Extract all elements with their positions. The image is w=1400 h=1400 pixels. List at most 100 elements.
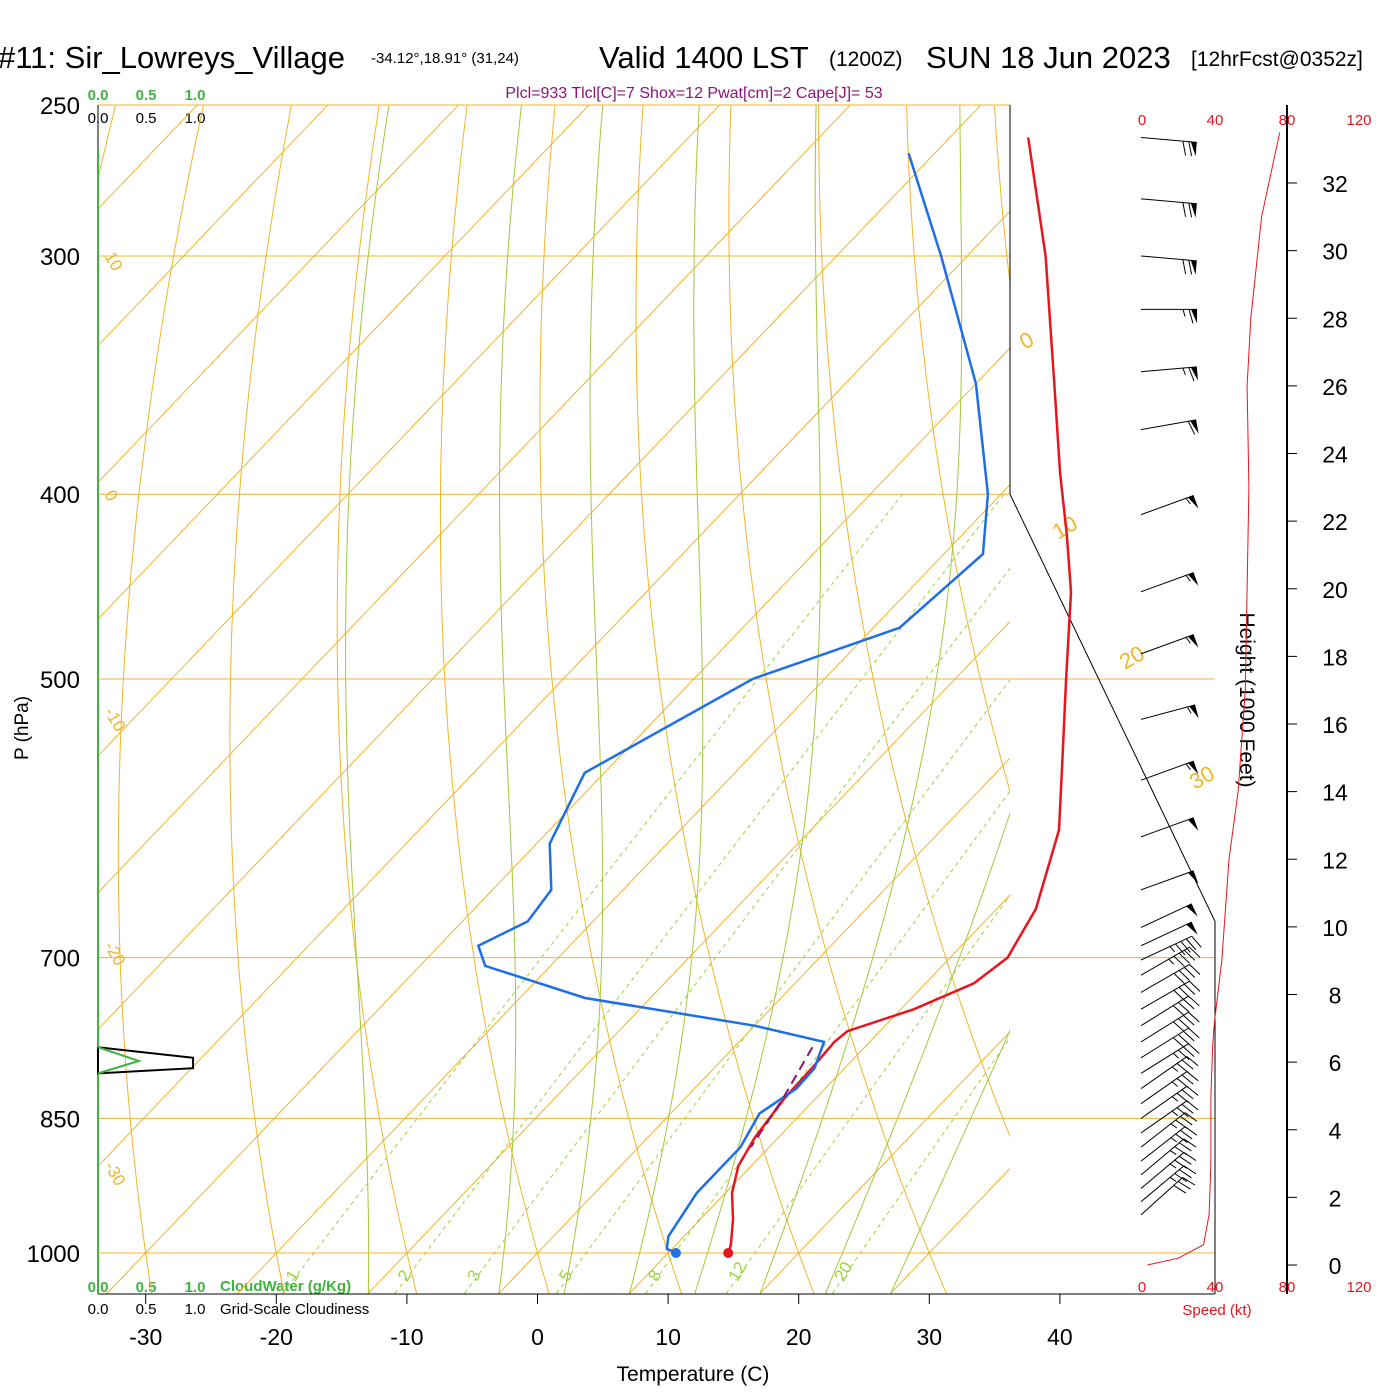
- dry-adiabat: [229, 105, 292, 1294]
- barb-staff: [1140, 1100, 1188, 1134]
- cloudiness-scale-top: 0.0 0.5 1.0: [88, 110, 206, 127]
- barb-feather: [1181, 1103, 1194, 1114]
- barb-feather: [1189, 964, 1201, 975]
- barb-staff: [1140, 198, 1197, 205]
- pressure-tick-label: 400: [40, 482, 80, 509]
- barb-staff: [1140, 1165, 1185, 1203]
- barb-staff: [1140, 1043, 1189, 1074]
- dry-adiabat: [117, 105, 205, 1294]
- wind-barb: [1140, 760, 1199, 781]
- barb-feather: [1181, 1074, 1194, 1085]
- barb-half-feather: [1171, 1096, 1179, 1102]
- barb-half-feather: [1170, 1123, 1178, 1129]
- dewpoint-profile: [476, 152, 990, 1255]
- x-tick-label: 20: [786, 1324, 812, 1350]
- isotherm-label: -30: [101, 1158, 130, 1189]
- x-tick-label: -30: [129, 1324, 162, 1350]
- barb-feather: [1182, 1176, 1196, 1186]
- isotherm-line: [98, 105, 982, 1031]
- barb-pennant: [1191, 309, 1197, 324]
- barb-feather: [1188, 309, 1194, 324]
- barb-feather: [1186, 1056, 1199, 1067]
- isotherm-line: [98, 105, 851, 894]
- barb-feather: [1188, 202, 1193, 218]
- barb-feather: [1188, 1043, 1200, 1054]
- barb-half-feather: [1169, 946, 1176, 953]
- barb-feather: [1183, 1152, 1197, 1162]
- mixing-ratio-label: 12: [725, 1259, 751, 1285]
- barb-pennant: [1187, 870, 1199, 884]
- barb-half-feather: [1169, 1176, 1177, 1182]
- mixing-ratio-line: [556, 678, 1010, 1294]
- barb-feather: [1188, 367, 1195, 382]
- wind-barb: [1140, 1043, 1200, 1074]
- barb-feather: [1175, 943, 1186, 956]
- isotherm-line: [237, 484, 1010, 1294]
- barb-staff: [1140, 1177, 1183, 1216]
- wind-barb: [1140, 980, 1201, 1010]
- dry-adiabat: [539, 105, 682, 1294]
- barb-pennant: [1186, 922, 1198, 935]
- barb-staff: [1140, 366, 1197, 373]
- wind-barb: [1140, 946, 1201, 976]
- mixing-ratio-line: [832, 1037, 1010, 1294]
- cloudiness-profile: [97, 1046, 195, 1075]
- barb-pennant: [1187, 572, 1199, 586]
- barb-feather: [1172, 1005, 1185, 1016]
- dry-adiabat: [1340, 71, 1400, 1293]
- barb-staff: [1140, 760, 1194, 781]
- isotherm-line: [498, 757, 1010, 1294]
- wind-barb: [1140, 921, 1198, 947]
- barb-staff: [1140, 572, 1194, 593]
- barb-staff: [1140, 1152, 1185, 1189]
- height-tick-label: 20: [1322, 577, 1348, 603]
- height-axis-label: Height (1000 Feet): [1235, 612, 1258, 787]
- height-tick-label: 18: [1322, 644, 1348, 670]
- speed-tick: 0: [1138, 1279, 1146, 1296]
- mixing-ratio-label: 5: [555, 1267, 576, 1285]
- barb-pennant: [1189, 704, 1199, 719]
- barb-feather: [1173, 1185, 1187, 1194]
- wind-barb: [1140, 572, 1199, 593]
- barb-feather: [1183, 967, 1196, 978]
- isotherm-label: -20: [101, 938, 130, 969]
- barb-feather: [1172, 1037, 1185, 1048]
- barb-feather: [1178, 952, 1190, 964]
- dry-adiabat: [1167, 71, 1400, 1293]
- barb-feather: [1188, 260, 1193, 275]
- cw-tick: 1.0: [185, 87, 206, 104]
- isotherm-line: [629, 894, 1010, 1294]
- isotherm-line: [98, 105, 329, 347]
- cw-tick: 1.0: [185, 1279, 206, 1296]
- pressure-tick-label: 500: [40, 667, 80, 694]
- barb-staff: [1140, 963, 1190, 993]
- height-tick-label: 8: [1329, 983, 1342, 1009]
- barb-staff: [1140, 870, 1194, 891]
- isotherm-label: 0: [101, 487, 122, 505]
- barb-staff: [1140, 704, 1196, 720]
- cw-tick: 0.5: [136, 87, 157, 104]
- wind-barb: [1140, 198, 1197, 218]
- moist-adiabat: [563, 105, 604, 1294]
- x-tick-label: 10: [655, 1324, 681, 1350]
- cl-tick: 0.5: [136, 110, 157, 127]
- barb-staff: [1140, 1138, 1185, 1176]
- isotherm-line: [98, 105, 460, 484]
- barb-pennant: [1187, 634, 1199, 648]
- barb-feather: [1186, 1071, 1199, 1082]
- pressure-tick-label: 300: [40, 244, 80, 271]
- barb-half-feather: [1186, 706, 1192, 714]
- barb-pennant: [1187, 761, 1199, 775]
- isotherm-line: [98, 210, 1010, 1167]
- cl-tick: 0.0: [88, 1301, 109, 1318]
- barb-half-feather: [1185, 763, 1191, 770]
- wind-barb: [1140, 903, 1198, 928]
- barb-feather: [1174, 1173, 1188, 1183]
- moist-adiabat: [890, 1029, 1010, 1294]
- height-tick-label: 6: [1329, 1050, 1342, 1076]
- wind-barb: [1140, 495, 1199, 516]
- wind-barb: [1140, 1056, 1199, 1090]
- barb-feather: [1183, 1046, 1195, 1058]
- wind-barb: [1140, 704, 1199, 720]
- wind-barb: [1140, 963, 1201, 993]
